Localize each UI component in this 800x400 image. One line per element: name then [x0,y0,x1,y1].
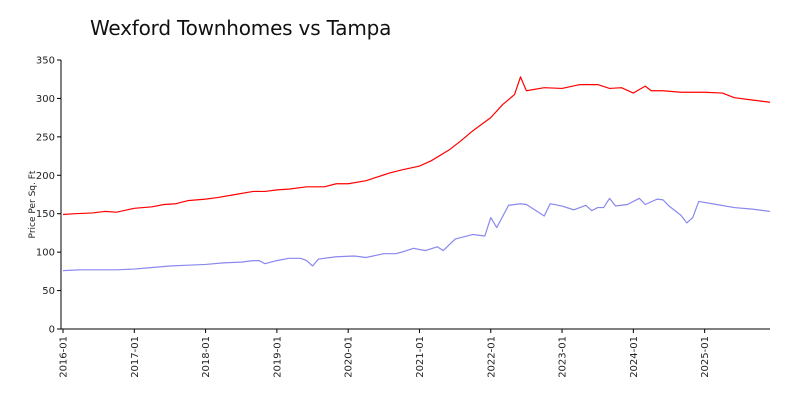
y-tick-label: 0 [49,325,55,336]
y-tick-label: 100 [36,248,55,259]
series-layer [62,76,771,272]
series-line-1 [62,76,771,216]
series-line-2 [62,197,771,272]
y-tick-label: 350 [36,56,55,67]
x-tick-label: 2025-01 [700,336,711,378]
axis-layer: 0 50 100 150 200 250 300 350 2016-01 2017-01 2018-… [28,56,770,378]
x-tick-label: 2020-01 [344,336,355,378]
x-tick-label: 2016-01 [59,336,70,378]
x-tick-label: 2017-01 [130,336,141,378]
y-tick-label: 300 [36,94,55,105]
x-tick-label: 2019-01 [272,336,283,378]
y-tick-label: 50 [42,286,55,297]
x-tick-label: 2022-01 [486,336,497,378]
chart-title: Wexford Townhomes vs Tampa [90,16,392,40]
y-tick-label: 250 [36,132,55,143]
x-tick-label: 2021-01 [415,336,426,378]
y-tick-label: 200 [36,171,55,182]
y-axis-label: Price Per Sq. Ft [28,170,38,238]
x-tick-label: 2024-01 [629,336,640,378]
x-tick-label: 2023-01 [558,336,569,378]
x-tick-label: 2018-01 [201,336,212,378]
y-tick-label: 150 [36,209,55,220]
